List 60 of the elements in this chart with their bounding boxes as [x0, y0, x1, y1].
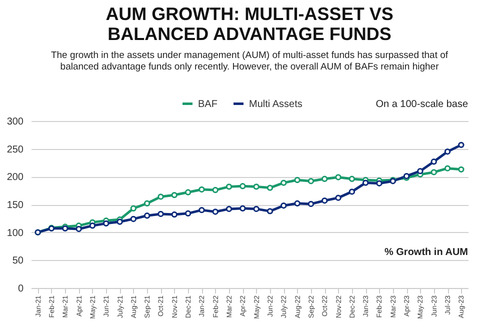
y-tick-label: 300 [6, 116, 24, 128]
point [171, 192, 178, 198]
text: On a 100-scale base [376, 99, 468, 110]
point [348, 188, 356, 195]
point [240, 183, 246, 190]
point [280, 180, 287, 186]
point [458, 166, 464, 173]
point [116, 218, 123, 225]
point [335, 174, 342, 180]
point [348, 176, 356, 182]
point [198, 186, 205, 193]
point [280, 202, 287, 209]
point [417, 168, 424, 174]
point [184, 210, 192, 216]
point [444, 165, 451, 172]
point [89, 222, 96, 229]
point [253, 184, 260, 190]
point [240, 205, 246, 212]
chart-subtitle: The growth in the assets under management (AUM) of multi-asset funds has surpassed that of balanced advantage funds only recently. However, the overall AUM of BAFs remain higher [50, 50, 448, 72]
point [130, 216, 137, 222]
point [130, 205, 137, 212]
point [144, 212, 150, 219]
point [144, 200, 150, 206]
point [226, 206, 232, 212]
point [430, 158, 437, 165]
point [266, 208, 274, 214]
legend-label: BAF [198, 98, 218, 110]
y-tick-label: 150 [6, 200, 24, 211]
point [444, 148, 451, 155]
point [103, 220, 110, 227]
y-tick-label: 100 [6, 228, 24, 239]
point [308, 178, 314, 184]
point [266, 184, 274, 191]
annotation: % Growth in AUM [384, 247, 468, 258]
point [294, 200, 300, 206]
point [158, 194, 164, 200]
point [322, 176, 328, 182]
y-tick-label: 0 [18, 284, 24, 294]
point [253, 206, 260, 212]
point [430, 169, 437, 176]
point [294, 176, 300, 184]
point [226, 184, 232, 190]
y-tick-label: 50 [12, 256, 24, 267]
point [198, 206, 205, 214]
point [184, 189, 192, 196]
point [362, 180, 369, 186]
point [308, 200, 314, 208]
legend-label: Multi Assets [249, 98, 302, 110]
point [335, 194, 342, 201]
point [212, 208, 218, 215]
point [76, 226, 82, 232]
y-tick-label: 250 [6, 144, 24, 156]
point [458, 142, 464, 148]
point [376, 180, 382, 186]
point [212, 186, 218, 194]
chart-title: AUM GROWTH: MULTI-ASSET VS BALANCED ADVANTAGE FUNDS [106, 4, 394, 44]
y-tick-label: 200 [6, 172, 24, 184]
point [322, 198, 328, 204]
point [171, 211, 178, 218]
point [158, 210, 164, 218]
